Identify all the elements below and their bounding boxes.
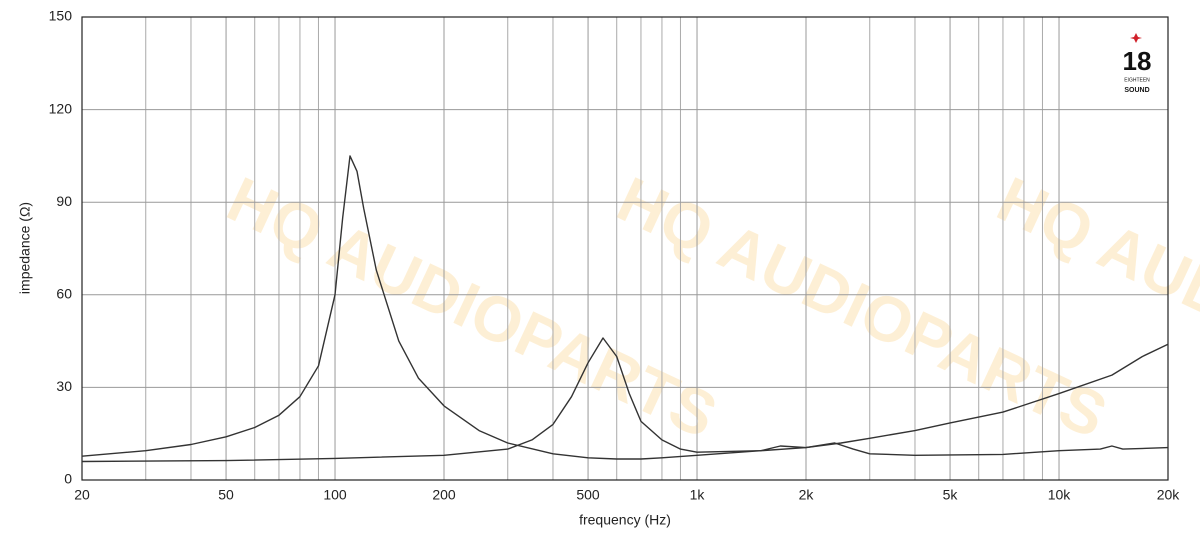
x-axis-label: frequency (Hz) [579, 512, 671, 528]
y-tick-label: 60 [56, 286, 72, 302]
x-tick-label: 10k [1048, 487, 1072, 503]
plot-frame [81, 16, 1169, 481]
y-tick-label: 0 [64, 471, 72, 487]
y-tick-label: 150 [49, 8, 73, 24]
logo-text: SOUND [1124, 87, 1149, 94]
x-tick-label: 1k [690, 487, 706, 503]
x-tick-label: 20 [74, 487, 90, 503]
logo-text: EIGHTEEN [1124, 77, 1150, 83]
logo-number: 18 [1123, 46, 1152, 76]
x-tick-label: 500 [576, 487, 600, 503]
impedance-curve [81, 155, 1169, 460]
x-tick-label: 20k [1157, 487, 1181, 503]
y-tick-label: 120 [49, 100, 73, 116]
y-tick-label: 30 [56, 378, 72, 394]
y-tick-label: 90 [56, 193, 72, 209]
x-tick-label: 50 [218, 487, 234, 503]
impedance-curve [81, 337, 1169, 463]
logo-star [1130, 33, 1142, 43]
x-tick-label: 2k [799, 487, 815, 503]
y-axis-label: impedance (Ω) [17, 202, 33, 294]
x-tick-label: 5k [943, 487, 959, 503]
x-tick-label: 200 [432, 487, 456, 503]
logo: 18 EIGHTEEN SOUND [1123, 33, 1152, 94]
x-tick-label: 100 [323, 487, 347, 503]
